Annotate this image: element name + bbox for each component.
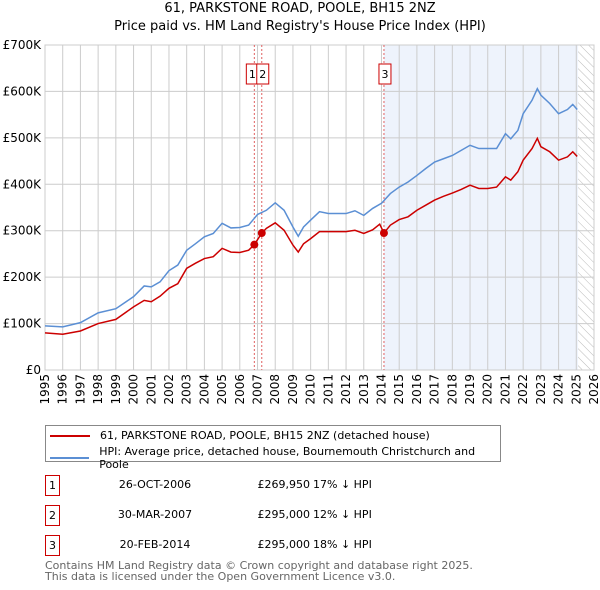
sale-point	[379, 229, 388, 238]
x-tick-label: 2015	[392, 374, 406, 405]
x-tick-label: 2012	[339, 374, 353, 405]
x-tick-label: 2024	[552, 374, 566, 405]
sale-number: 1	[45, 475, 60, 496]
sale-label: 2	[259, 68, 266, 81]
property-price-line	[44, 136, 578, 336]
x-tick-label: 2000	[127, 374, 141, 405]
x-tick-label: 2009	[286, 374, 300, 405]
sale-point	[257, 229, 266, 238]
x-tick-label: 1998	[91, 374, 105, 405]
sale-hpi-diff: 12% ↓ HPI	[313, 508, 372, 521]
sale-date: 30-MAR-2007	[117, 508, 193, 521]
x-tick-label: 2008	[268, 374, 282, 405]
sale-number: 3	[45, 535, 60, 556]
sale-label: 1	[249, 68, 256, 81]
legend-label-property: 61, PARKSTONE ROAD, POOLE, BH15 2NZ (det…	[100, 429, 430, 442]
price-chart: 1995 1996 1997 1998 1999 2000 2001 2002 2003 2004…	[3, 38, 600, 405]
y-tick-label: £200K	[3, 270, 43, 284]
x-tick-label: 2014	[374, 374, 388, 405]
x-tick-label: 2013	[357, 374, 371, 405]
x-tick-label: 2017	[428, 374, 442, 405]
x-tick-label: 2021	[498, 374, 512, 405]
x-tick-label: 2004	[197, 374, 211, 405]
y-tick-label: £600K	[3, 84, 43, 98]
x-tick-label: 2026	[587, 374, 600, 405]
x-tick-label: 2019	[463, 374, 477, 405]
y-tick-label: £500K	[3, 131, 43, 145]
sale-hpi-diff: 17% ↓ HPI	[313, 478, 372, 491]
x-tick-label: 2003	[180, 374, 194, 405]
x-tick-label: 2020	[481, 374, 495, 405]
y-tick-label: £400K	[3, 177, 43, 191]
sale-price: £269,950	[257, 478, 311, 491]
x-tick-label: 2025	[569, 374, 583, 405]
sale-label-box	[378, 63, 392, 85]
sale-number: 2	[45, 505, 60, 526]
sale-price: £295,000	[257, 538, 311, 551]
sale-point	[250, 240, 259, 249]
footer-copyright: Contains HM Land Registry data © Crown c…	[45, 559, 473, 572]
footer-licence: This data is licensed under the Open Gov…	[45, 570, 396, 583]
x-tick-label: 2007	[251, 374, 265, 405]
x-tick-label: 2023	[534, 374, 548, 405]
legend-swatch-property	[50, 434, 90, 437]
x-tick-label: 1997	[73, 374, 87, 405]
x-tick-label: 2010	[304, 374, 318, 405]
x-tick-label: 1996	[56, 374, 70, 405]
x-tick-label: 1995	[38, 374, 52, 405]
x-tick-label: 2018	[445, 374, 459, 405]
y-tick-label: £300K	[3, 224, 43, 238]
chart-title: 61, PARKSTONE ROAD, POOLE, BH15 2NZ	[164, 1, 436, 16]
legend-label-hpi: HPI: Average price, detached house, Bour…	[99, 445, 476, 471]
y-tick-label: £100K	[3, 317, 43, 331]
x-tick-label: 2016	[410, 374, 424, 405]
x-tick-label: 2011	[321, 374, 335, 405]
sale-label: 3	[381, 68, 388, 81]
sale-row: 2 30-MAR-2007 £295,000 12% ↓ HPI	[45, 505, 445, 526]
sale-row: 3 20-FEB-2014 £295,000 18% ↓ HPI	[45, 535, 445, 556]
hpi-line	[44, 86, 578, 328]
x-tick-label: 2001	[144, 374, 158, 405]
sale-price: £295,000	[257, 508, 311, 521]
plot-frame	[44, 44, 595, 371]
sale-row: 1 26-OCT-2006 £269,950 17% ↓ HPI	[45, 475, 445, 496]
x-tick-label: 2022	[516, 374, 530, 405]
sale-hpi-diff: 18% ↓ HPI	[313, 538, 372, 551]
shaded-region	[383, 45, 579, 370]
legend: 61, PARKSTONE ROAD, POOLE, BH15 2NZ (det…	[45, 425, 501, 471]
sale-date: 20-FEB-2014	[119, 538, 191, 551]
legend-swatch-hpi	[50, 457, 90, 459]
hatched-region	[578, 45, 594, 370]
sale-label-box	[256, 63, 270, 85]
x-tick-label: 2005	[215, 374, 229, 405]
x-tick-label: 2002	[162, 374, 176, 405]
x-tick-label: 2006	[233, 374, 247, 405]
sale-date: 26-OCT-2006	[118, 478, 192, 491]
x-tick-label: 1999	[109, 374, 123, 405]
y-tick-label: £700K	[3, 38, 43, 52]
y-tick-label: £0	[26, 363, 41, 377]
chart-subtitle: Price paid vs. HM Land Registry's House …	[114, 19, 486, 34]
